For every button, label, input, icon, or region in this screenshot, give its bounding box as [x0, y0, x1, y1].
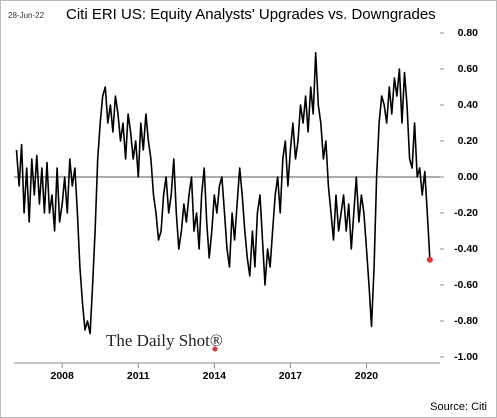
x-tick-label: 2011 — [127, 370, 150, 382]
date-label: 28-Jun-22 — [8, 11, 45, 20]
line-series — [15, 52, 431, 335]
last-point — [426, 256, 433, 263]
y-tick-label: 0.00 — [458, 171, 479, 183]
y-tick-label: -0.20 — [454, 207, 478, 219]
x-tick-label: 2014 — [203, 370, 227, 382]
y-tick-label: 0.80 — [458, 27, 479, 39]
y-tick-label: 0.20 — [458, 135, 479, 147]
y-tick-label: 0.40 — [458, 99, 479, 111]
y-tick-label: -0.40 — [454, 243, 478, 255]
y-tick-label: -1.00 — [454, 351, 478, 363]
x-tick-label: 2017 — [279, 370, 303, 382]
y-tick-label: -0.80 — [454, 315, 478, 327]
watermark: The Daily Shot® — [106, 331, 223, 350]
source: Source: Citi — [430, 401, 487, 413]
chart-title: Citi ERI US: Equity Analysts' Upgrades v… — [66, 6, 436, 23]
y-tick-label: 0.60 — [458, 63, 479, 75]
x-tick-label: 2008 — [50, 370, 74, 382]
y-tick-label: -0.60 — [454, 279, 478, 291]
x-tick-label: 2020 — [355, 370, 379, 382]
watermark-dot — [212, 346, 218, 352]
